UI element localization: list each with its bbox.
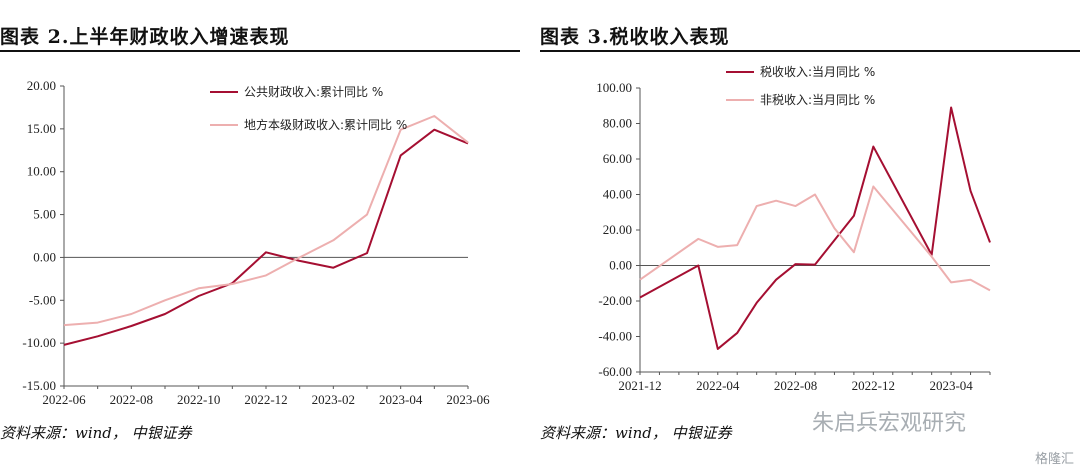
left-source-note: 资料来源：wind， 中银证券 xyxy=(0,424,192,442)
y-tick-label: 5.00 xyxy=(33,207,56,222)
right-source-note: 资料来源：wind， 中银证券 xyxy=(540,424,732,442)
x-tick-label: 2023-04 xyxy=(379,392,423,407)
y-tick-label: 40.00 xyxy=(603,187,632,202)
x-tick-label: 2022-08 xyxy=(110,392,153,407)
y-tick-label: -5.00 xyxy=(29,292,56,307)
series-line-1 xyxy=(63,115,469,327)
y-tick-label: -60.00 xyxy=(598,364,632,379)
legend-label: 公共财政收入:累计同比 % xyxy=(244,85,383,99)
y-tick-label: -10.00 xyxy=(22,335,56,350)
y-tick-label: 10.00 xyxy=(27,164,56,179)
right-line-chart: 100.00 80.00 60.00 40.00 20.00 0.00 -20.00 -40.… xyxy=(596,65,991,393)
y-tick-label: 100.00 xyxy=(596,80,632,95)
x-tick-label: 2022-04 xyxy=(696,378,740,393)
right-chart-title: 图表 3.税收收入表现 xyxy=(540,26,730,48)
x-tick-label: 2021-12 xyxy=(618,378,661,393)
right-title-rule xyxy=(540,50,1080,52)
left-line-chart: 20.00 15.00 10.00 5.00 0.00 -5.00 -10.00 -15.00… xyxy=(22,78,490,407)
x-tick-label: 2022-12 xyxy=(852,378,895,393)
left-title-rule xyxy=(0,50,520,52)
x-tick-label: 2022-12 xyxy=(244,392,287,407)
y-tick-label: -20.00 xyxy=(598,293,632,308)
y-tick-label: 20.00 xyxy=(603,222,632,237)
y-tick-label: -15.00 xyxy=(22,378,56,393)
x-tick-label: 2023-04 xyxy=(929,378,973,393)
series-line-0 xyxy=(639,106,991,350)
legend-label: 非税收入:当月同比 % xyxy=(760,93,875,107)
x-tick-label: 2022-08 xyxy=(774,378,817,393)
left-chart-title: 图表 2.上半年财政收入增速表现 xyxy=(0,26,290,48)
x-tick-label: 2023-06 xyxy=(446,392,490,407)
legend-label: 税收收入:当月同比 % xyxy=(760,65,875,79)
y-tick-label: 80.00 xyxy=(603,116,632,131)
y-tick-label: 0.00 xyxy=(609,258,632,273)
x-tick-label: 2022-10 xyxy=(177,392,220,407)
watermark-text: 朱启兵宏观研究 xyxy=(812,411,967,436)
watermark-logo: 格隆汇 xyxy=(1034,452,1074,467)
y-tick-label: 20.00 xyxy=(27,78,56,93)
x-tick-label: 2022-06 xyxy=(42,392,86,407)
y-tick-label: 15.00 xyxy=(27,121,56,136)
x-tick-label: 2023-02 xyxy=(312,392,355,407)
series-line-1 xyxy=(639,185,991,292)
y-tick-label: 0.00 xyxy=(33,249,56,264)
y-tick-label: -40.00 xyxy=(598,329,632,344)
y-tick-label: 60.00 xyxy=(603,151,632,166)
series-line-0 xyxy=(63,128,469,346)
legend-label: 地方本级财政收入:累计同比 % xyxy=(244,117,407,132)
